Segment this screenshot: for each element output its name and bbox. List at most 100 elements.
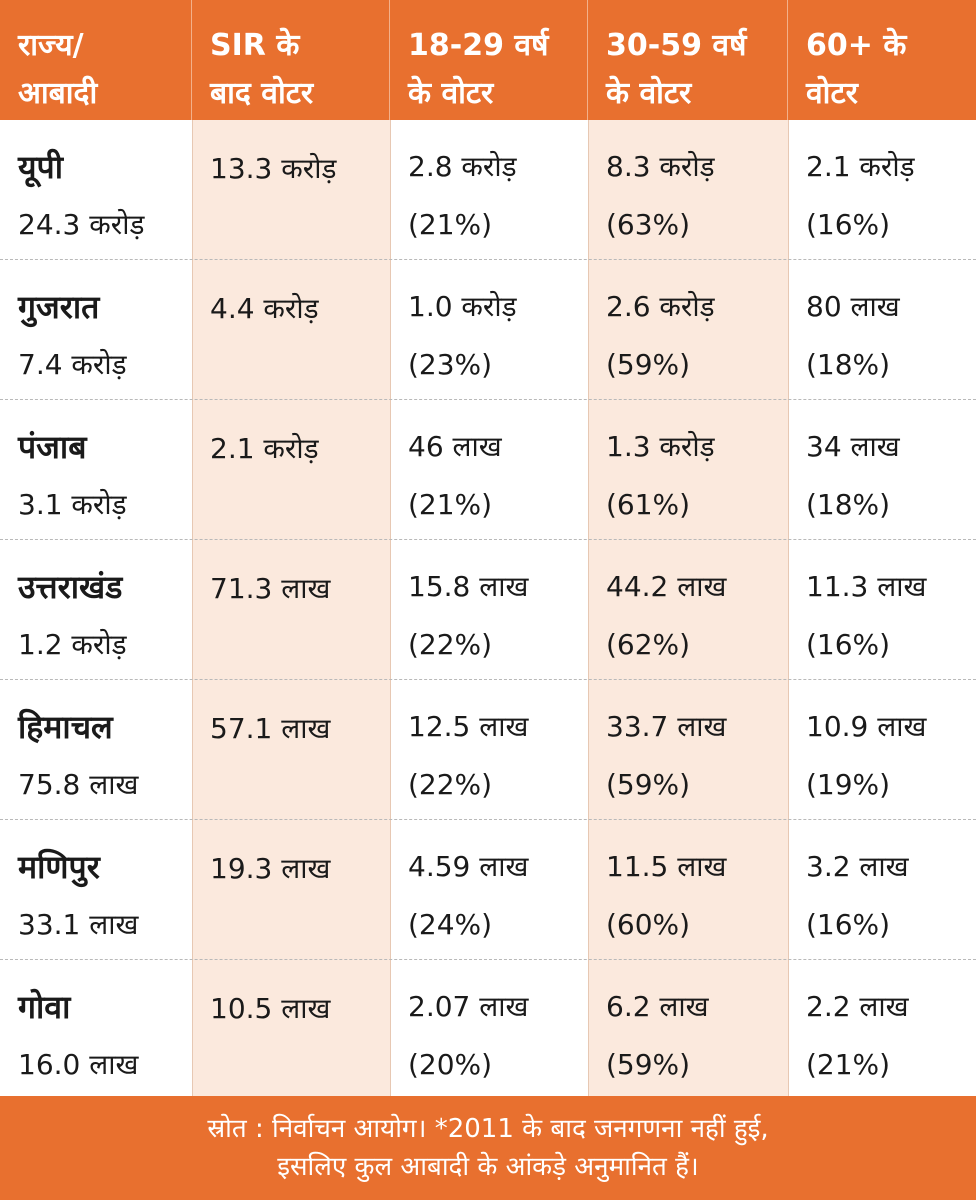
age-18-29-percent: (22%) xyxy=(408,768,493,801)
column-divider xyxy=(588,120,589,1096)
age-30-59-percent: (61%) xyxy=(606,488,691,521)
state-population: 33.1 लाख xyxy=(18,908,139,941)
table-row: गुजरात 7.4 करोड़ 4.4 करोड़ 1.0 करोड़ (23… xyxy=(0,260,976,400)
age-30-59-value: 2.6 करोड़ xyxy=(606,290,715,323)
table-row: गोवा 16.0 लाख 10.5 लाख 2.07 लाख (20%) 6.… xyxy=(0,960,976,1096)
age-60-plus-percent: (16%) xyxy=(806,908,891,941)
age-30-59-cell: 11.5 लाख (60%) xyxy=(588,820,788,960)
age-60-plus-percent: (18%) xyxy=(806,348,891,381)
age-30-59-cell: 6.2 लाख (59%) xyxy=(588,960,788,1096)
state-cell: गुजरात 7.4 करोड़ xyxy=(0,260,192,400)
table-row: यूपी 24.3 करोड़ 13.3 करोड़ 2.8 करोड़ (21… xyxy=(0,120,976,260)
table-body: यूपी 24.3 करोड़ 13.3 करोड़ 2.8 करोड़ (21… xyxy=(0,120,976,1096)
age-30-59-percent: (63%) xyxy=(606,208,691,241)
state-name: मणिपुर xyxy=(18,848,100,886)
table-row: पंजाब 3.1 करोड़ 2.1 करोड़ 46 लाख (21%) 1… xyxy=(0,400,976,540)
sir-voters-value: 2.1 करोड़ xyxy=(210,432,319,465)
age-18-29-percent: (24%) xyxy=(408,908,493,941)
state-cell: पंजाब 3.1 करोड़ xyxy=(0,400,192,540)
age-60-plus-cell: 10.9 लाख (19%) xyxy=(788,680,976,820)
age-60-plus-percent: (18%) xyxy=(806,488,891,521)
state-population: 7.4 करोड़ xyxy=(18,348,127,381)
age-18-29-cell: 12.5 लाख (22%) xyxy=(390,680,588,820)
sir-voters-cell: 19.3 लाख xyxy=(192,820,390,960)
age-30-59-value: 8.3 करोड़ xyxy=(606,150,715,183)
header-age-30-59: 30-59 वर्ष के वोटर xyxy=(588,0,788,120)
age-30-59-percent: (62%) xyxy=(606,628,691,661)
state-cell: उत्तराखंड 1.2 करोड़ xyxy=(0,540,192,680)
row-divider xyxy=(0,819,976,820)
age-30-59-value: 44.2 लाख xyxy=(606,570,727,603)
sir-voters-cell: 10.5 लाख xyxy=(192,960,390,1096)
header-text: राज्य/ xyxy=(18,28,84,63)
header-text: 18-29 वर्ष xyxy=(408,28,549,63)
age-60-plus-percent: (16%) xyxy=(806,628,891,661)
sir-voters-cell: 71.3 लाख xyxy=(192,540,390,680)
age-30-59-value: 33.7 लाख xyxy=(606,710,727,743)
age-18-29-percent: (22%) xyxy=(408,628,493,661)
age-18-29-cell: 2.07 लाख (20%) xyxy=(390,960,588,1096)
row-divider xyxy=(0,679,976,680)
column-divider xyxy=(788,120,789,1096)
sir-voters-value: 19.3 लाख xyxy=(210,852,331,885)
column-divider xyxy=(390,120,391,1096)
age-18-29-value: 1.0 करोड़ xyxy=(408,290,517,323)
state-cell: गोवा 16.0 लाख xyxy=(0,960,192,1096)
age-18-29-value: 2.07 लाख xyxy=(408,990,529,1023)
age-60-plus-percent: (16%) xyxy=(806,208,891,241)
state-name: गोवा xyxy=(18,988,71,1026)
age-30-59-cell: 2.6 करोड़ (59%) xyxy=(588,260,788,400)
state-cell: हिमाचल 75.8 लाख xyxy=(0,680,192,820)
age-60-plus-cell: 80 लाख (18%) xyxy=(788,260,976,400)
header-age-60-plus: 60+ के वोटर xyxy=(788,0,976,120)
age-30-59-cell: 33.7 लाख (59%) xyxy=(588,680,788,820)
age-18-29-percent: (21%) xyxy=(408,488,493,521)
age-30-59-percent: (59%) xyxy=(606,1048,691,1081)
age-18-29-percent: (21%) xyxy=(408,208,493,241)
age-30-59-percent: (60%) xyxy=(606,908,691,941)
header-text: बाद वोटर xyxy=(210,76,314,111)
sir-voters-cell: 2.1 करोड़ xyxy=(192,400,390,540)
header-text: के वोटर xyxy=(606,76,692,111)
state-name: उत्तराखंड xyxy=(18,568,123,606)
table-header: राज्य/ आबादी SIR के बाद वोटर 18-29 वर्ष … xyxy=(0,0,976,120)
age-30-59-percent: (59%) xyxy=(606,348,691,381)
age-18-29-value: 2.8 करोड़ xyxy=(408,150,517,183)
age-30-59-value: 6.2 लाख xyxy=(606,990,709,1023)
state-name: यूपी xyxy=(18,148,64,186)
age-18-29-value: 4.59 लाख xyxy=(408,850,529,883)
age-18-29-percent: (20%) xyxy=(408,1048,493,1081)
age-60-plus-percent: (19%) xyxy=(806,768,891,801)
age-30-59-percent: (59%) xyxy=(606,768,691,801)
state-population: 16.0 लाख xyxy=(18,1048,139,1081)
state-population: 3.1 करोड़ xyxy=(18,488,127,521)
age-60-plus-value: 2.1 करोड़ xyxy=(806,150,915,183)
state-population: 75.8 लाख xyxy=(18,768,139,801)
age-30-59-cell: 1.3 करोड़ (61%) xyxy=(588,400,788,540)
age-60-plus-value: 3.2 लाख xyxy=(806,850,909,883)
sir-voters-cell: 13.3 करोड़ xyxy=(192,120,390,260)
age-18-29-cell: 1.0 करोड़ (23%) xyxy=(390,260,588,400)
age-30-59-value: 1.3 करोड़ xyxy=(606,430,715,463)
table-row: हिमाचल 75.8 लाख 57.1 लाख 12.5 लाख (22%) … xyxy=(0,680,976,820)
age-18-29-cell: 46 लाख (21%) xyxy=(390,400,588,540)
state-name: हिमाचल xyxy=(18,708,113,746)
age-60-plus-value: 80 लाख xyxy=(806,290,900,323)
header-age-18-29: 18-29 वर्ष के वोटर xyxy=(390,0,588,120)
sir-voters-value: 13.3 करोड़ xyxy=(210,152,337,185)
table-row: मणिपुर 33.1 लाख 19.3 लाख 4.59 लाख (24%) … xyxy=(0,820,976,960)
age-18-29-cell: 15.8 लाख (22%) xyxy=(390,540,588,680)
source-footer: स्रोत : निर्वाचन आयोग। *2011 के बाद जनगण… xyxy=(0,1096,976,1200)
age-18-29-value: 12.5 लाख xyxy=(408,710,529,743)
age-18-29-value: 15.8 लाख xyxy=(408,570,529,603)
sir-voters-value: 4.4 करोड़ xyxy=(210,292,319,325)
row-divider xyxy=(0,539,976,540)
state-name: पंजाब xyxy=(18,428,87,466)
header-sir-voters: SIR के बाद वोटर xyxy=(192,0,390,120)
sir-voters-value: 71.3 लाख xyxy=(210,572,331,605)
age-60-plus-value: 2.2 लाख xyxy=(806,990,909,1023)
age-30-59-column-highlight xyxy=(588,120,788,1096)
header-text: 30-59 वर्ष xyxy=(606,28,747,63)
age-60-plus-percent: (21%) xyxy=(806,1048,891,1081)
